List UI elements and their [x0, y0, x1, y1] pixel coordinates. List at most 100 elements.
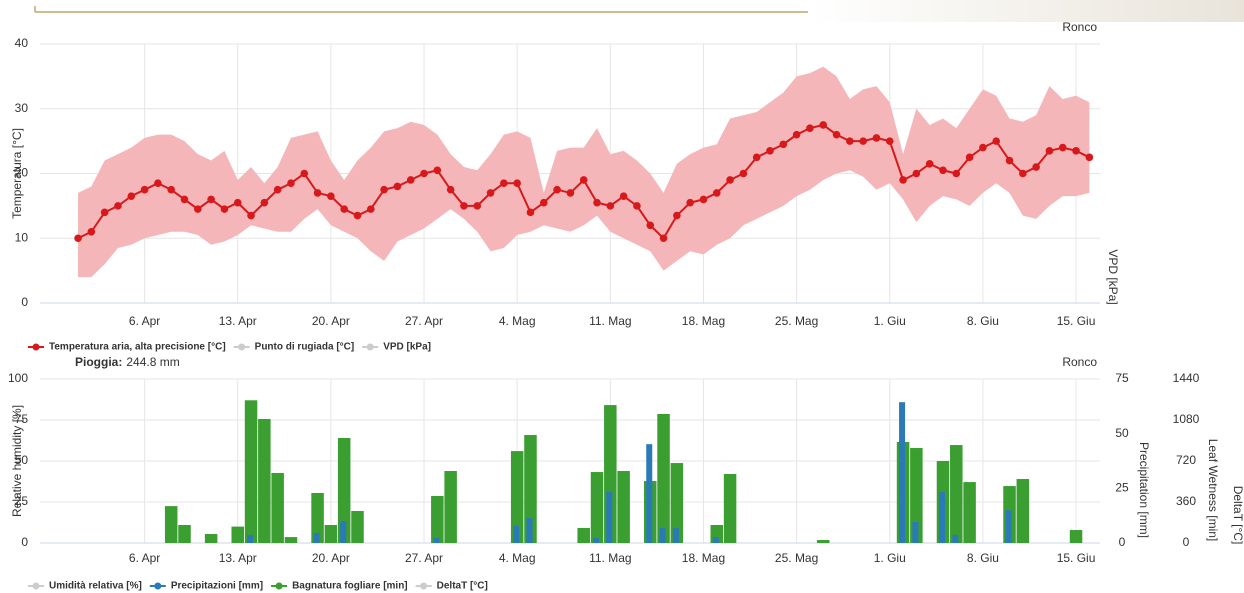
point [979, 143, 987, 152]
x-tick-label: 11. Mag [589, 314, 631, 328]
point [140, 185, 149, 194]
bar [590, 472, 604, 543]
point [579, 176, 588, 184]
bar [524, 435, 537, 543]
range-band [78, 66, 1090, 278]
bar [433, 537, 440, 543]
bar [258, 418, 271, 543]
point [965, 153, 974, 162]
bar [204, 534, 218, 543]
point [859, 137, 867, 145]
x-tick-label: 27. Apr [405, 551, 443, 565]
legend-label[interactable]: Umidità relativa [%] [49, 581, 142, 592]
bar [938, 492, 945, 543]
bar [431, 495, 444, 543]
point [167, 185, 176, 194]
legend-label[interactable]: Temperatura aria, alta precisione [°C] [49, 342, 226, 353]
x-tick-label: 8. Giu [967, 314, 999, 328]
y2-tick-label: 0 [1119, 535, 1126, 549]
bar [910, 448, 923, 543]
bar [912, 522, 919, 543]
point [766, 147, 774, 155]
point [792, 130, 801, 139]
point [327, 192, 335, 200]
legend-label[interactable]: Precipitazioni [mm] [171, 581, 263, 592]
y-tick-label: 0 [21, 535, 28, 549]
x-tick-label: 15. Giu [1057, 551, 1096, 565]
point [779, 140, 788, 149]
point [340, 205, 348, 213]
point [899, 176, 907, 184]
point [633, 202, 641, 210]
bar [231, 526, 244, 543]
bar [340, 521, 347, 543]
bar [963, 482, 976, 543]
legend-marker [275, 582, 283, 590]
summary-label: Pioggia: [75, 355, 122, 369]
x-tick-label: 13. Apr [219, 551, 257, 565]
legend-label[interactable]: Bagnatura fogliare [min] [292, 581, 408, 592]
y3-axis-label: Leaf Wetness [min] [1206, 439, 1220, 542]
y3-tick-label: 1080 [1173, 412, 1200, 426]
legend-label[interactable]: VPD [kPa] [383, 342, 431, 353]
point [207, 195, 215, 204]
point [473, 202, 482, 210]
y-tick-label: 100 [8, 371, 28, 385]
y-tick-label: 50 [15, 453, 29, 467]
point [180, 195, 189, 204]
y-tick-label: 25 [15, 494, 29, 508]
point [885, 137, 894, 145]
point [446, 185, 455, 194]
x-tick-label: 13. Apr [219, 314, 257, 328]
bar [617, 471, 630, 543]
y-tick-label: 30 [15, 101, 29, 115]
point [1005, 156, 1014, 165]
legend-marker [238, 343, 246, 351]
point [154, 179, 162, 188]
bar [670, 463, 684, 543]
bar [513, 525, 520, 543]
point [194, 205, 202, 213]
bar [723, 473, 737, 543]
point [712, 189, 721, 197]
summary-value: 244.8 mm [126, 355, 179, 369]
point [486, 189, 495, 197]
legend-label[interactable]: Punto di rugiada [°C] [255, 342, 355, 353]
point [806, 124, 814, 132]
point [233, 198, 242, 207]
point [1085, 153, 1094, 162]
point [260, 198, 269, 207]
bar [178, 525, 191, 543]
x-tick-label: 25. Mag [775, 551, 818, 565]
x-tick-label: 20. Apr [312, 551, 350, 565]
x-tick-label: 4. Mag [499, 551, 536, 565]
point [353, 211, 362, 220]
y3-tick-label: 1440 [1173, 371, 1200, 385]
point [912, 169, 921, 178]
bar [526, 518, 533, 543]
bar [324, 525, 338, 543]
y-tick-label: 0 [21, 295, 28, 309]
point [100, 208, 109, 217]
bar [899, 402, 906, 543]
legend-marker [32, 343, 40, 351]
x-tick-label: 6. Apr [129, 551, 160, 565]
point [420, 169, 428, 178]
point [127, 192, 136, 200]
legend-marker [420, 582, 428, 590]
y-axis-label: Temperatura [°C] [10, 128, 24, 219]
legend-label[interactable]: DeltaT [°C] [437, 581, 488, 592]
point [872, 134, 881, 142]
point [619, 192, 628, 200]
bar [659, 528, 666, 543]
bar [1005, 510, 1012, 543]
point [846, 137, 854, 145]
x-tick-label: 11. Mag [589, 551, 631, 565]
x-tick-label: 18. Mag [682, 314, 725, 328]
point [380, 185, 388, 194]
point [566, 189, 575, 197]
bar [313, 532, 320, 543]
bar [444, 471, 457, 543]
bar [577, 527, 590, 543]
